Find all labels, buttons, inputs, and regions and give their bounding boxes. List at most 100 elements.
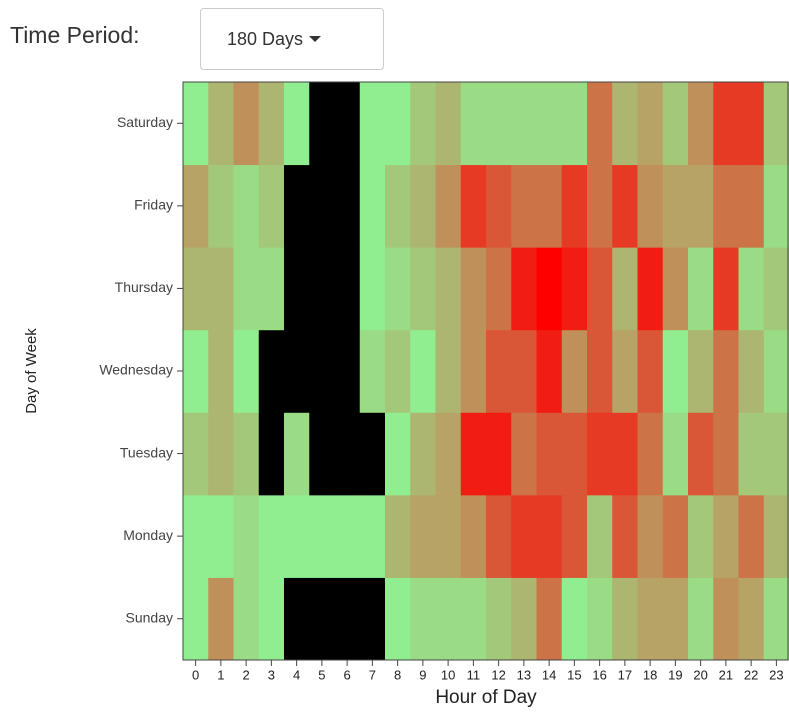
- heat-cell: [587, 329, 613, 413]
- heat-cell: [511, 164, 537, 248]
- x-tick-label: 5: [318, 667, 325, 682]
- heat-cell: [662, 329, 689, 413]
- x-tick-label: 19: [668, 667, 682, 682]
- heat-cell: [662, 164, 689, 248]
- heat-cell: [511, 494, 537, 578]
- y-tick-label: Wednesday: [99, 362, 173, 378]
- heat-cell: [662, 494, 689, 578]
- heat-cell: [410, 164, 436, 248]
- heat-cell: [637, 329, 664, 413]
- period-dropdown[interactable]: 180 Days: [200, 8, 384, 70]
- heat-cell: [561, 164, 588, 248]
- heat-cell: [460, 82, 487, 166]
- heat-cell: [511, 82, 537, 166]
- heat-cell: [284, 577, 310, 661]
- heat-cell: [359, 577, 386, 661]
- heat-cell: [258, 329, 285, 413]
- heat-cell: [359, 329, 386, 413]
- heat-cell: [587, 494, 613, 578]
- heat-cell: [460, 577, 487, 661]
- heat-cell: [688, 164, 714, 248]
- heat-cell: [183, 82, 209, 166]
- heat-cell: [183, 412, 209, 496]
- y-tick-label: Tuesday: [120, 444, 173, 460]
- heat-cell: [738, 329, 765, 413]
- x-axis-label: Hour of Day: [435, 687, 537, 708]
- heat-cell: [738, 494, 765, 578]
- y-tick-label: Sunday: [126, 609, 173, 625]
- heat-cell: [385, 412, 411, 496]
- heat-cell: [738, 412, 765, 496]
- heat-cell: [208, 247, 234, 331]
- y-tick-label: Friday: [134, 197, 173, 213]
- heat-cell: [284, 494, 310, 578]
- heat-cell: [688, 412, 714, 496]
- heat-cell: [688, 247, 714, 331]
- x-tick-label: 11: [467, 667, 481, 682]
- heat-cell: [763, 82, 789, 166]
- x-tick-label: 23: [769, 667, 783, 682]
- heat-cell: [309, 412, 335, 496]
- x-tick-label: 16: [592, 667, 606, 682]
- heat-cell: [385, 82, 411, 166]
- heat-cell: [763, 247, 789, 331]
- heat-cell: [233, 494, 260, 578]
- x-tick-label: 8: [394, 667, 401, 682]
- heat-cell: [688, 577, 714, 661]
- heat-cell: [233, 247, 260, 331]
- heat-cell: [410, 329, 436, 413]
- heat-cell: [587, 247, 613, 331]
- heat-cell: [334, 247, 361, 331]
- heat-cell: [536, 494, 563, 578]
- heat-cell: [713, 247, 739, 331]
- heat-cell: [258, 577, 285, 661]
- heat-cell: [284, 412, 310, 496]
- heat-cell: [486, 82, 512, 166]
- heat-cell: [486, 412, 512, 496]
- heat-cell: [334, 577, 361, 661]
- heat-cell: [587, 577, 613, 661]
- heat-cell: [284, 247, 310, 331]
- heat-cell: [486, 329, 512, 413]
- x-tick-label: 13: [517, 667, 531, 682]
- heat-cell: [763, 494, 789, 578]
- heat-cell: [561, 412, 588, 496]
- heat-cell: [511, 577, 537, 661]
- heat-cell: [460, 412, 487, 496]
- heat-cell: [612, 494, 638, 578]
- heat-cell: [233, 82, 260, 166]
- heat-cell: [536, 329, 563, 413]
- heat-cell: [359, 164, 386, 248]
- heat-cell: [435, 82, 462, 166]
- heat-cell: [208, 82, 234, 166]
- caret[interactable]: [309, 35, 322, 43]
- heat-cell: [385, 164, 411, 248]
- heat-cell: [511, 329, 537, 413]
- heat-cell: [258, 247, 285, 331]
- heat-cell: [183, 329, 209, 413]
- heat-cell: [435, 494, 462, 578]
- x-tick-label: 3: [268, 667, 275, 682]
- heat-cell: [561, 247, 588, 331]
- period-value[interactable]: 180 Days: [227, 28, 304, 49]
- heat-cell: [763, 329, 789, 413]
- heat-cell: [738, 82, 765, 166]
- heat-cell: [258, 494, 285, 578]
- heat-cell: [486, 577, 512, 661]
- heat-cell: [233, 164, 260, 248]
- heat-cell: [359, 412, 386, 496]
- heat-cell: [561, 494, 588, 578]
- heat-cell: [713, 82, 739, 166]
- heat-cell: [612, 247, 638, 331]
- heat-cell: [561, 82, 588, 166]
- heat-cell: [713, 164, 739, 248]
- heat-cell: [385, 329, 411, 413]
- heat-cell: [637, 82, 664, 166]
- heat-cell: [258, 164, 285, 248]
- x-tick-label: 6: [344, 667, 351, 682]
- heat-cell: [460, 329, 487, 413]
- x-tick-label: 0: [192, 667, 199, 682]
- heat-cell: [688, 82, 714, 166]
- heat-cell: [738, 247, 765, 331]
